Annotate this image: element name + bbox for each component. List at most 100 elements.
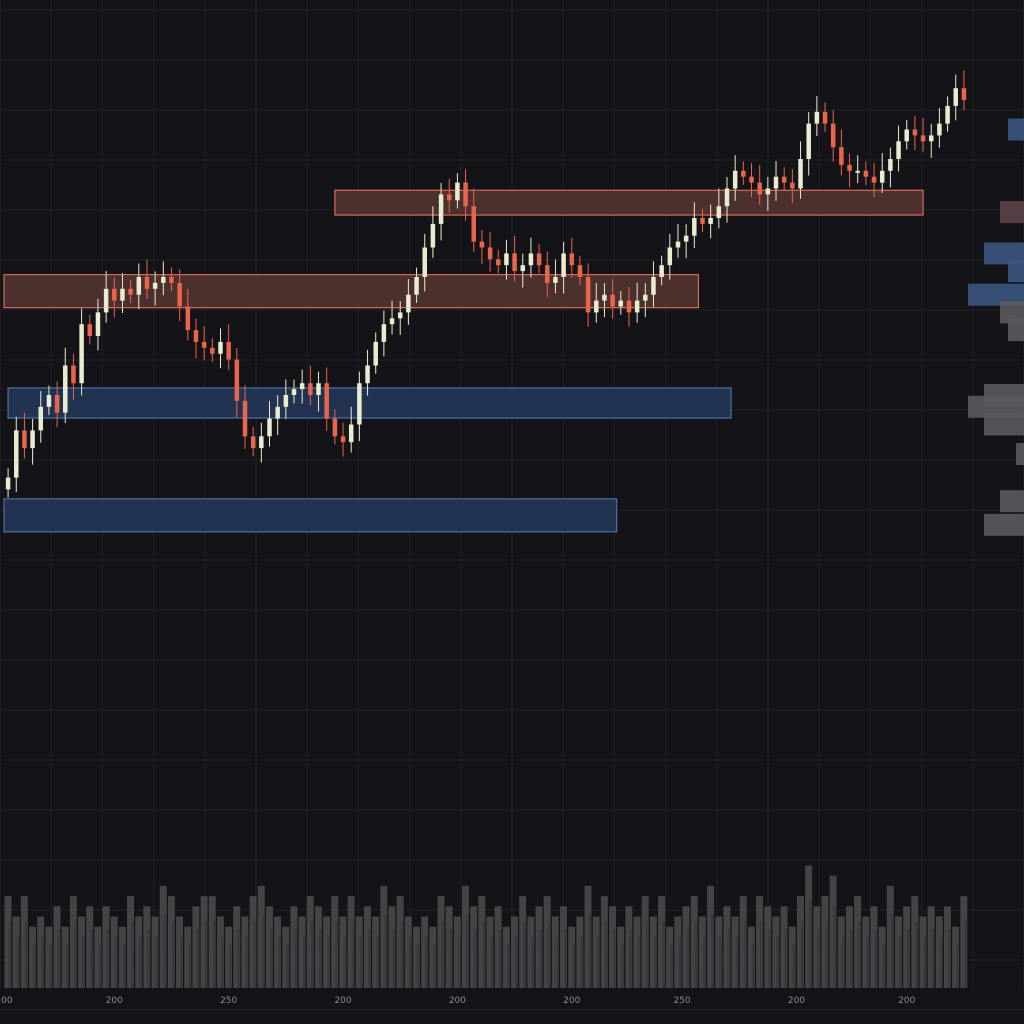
volume-bar: [739, 896, 747, 988]
volume-bar: [245, 936, 249, 988]
volume-bar: [931, 929, 935, 988]
candle-body: [471, 206, 476, 242]
candle: [675, 223, 681, 258]
volume-bar: [461, 885, 469, 988]
volume-bar: [747, 926, 755, 988]
volume-bar: [82, 936, 85, 988]
candle: [120, 273, 125, 313]
volume-bar: [956, 943, 960, 988]
volume-bar: [555, 936, 559, 988]
volume-bar: [253, 921, 257, 988]
volume-bar: [265, 906, 273, 988]
candle-body: [308, 383, 313, 395]
candle: [667, 233, 673, 280]
volume-bar: [702, 936, 706, 988]
x-tick-label: 200: [106, 996, 123, 1006]
volume-bar: [894, 916, 902, 988]
candle: [937, 107, 942, 148]
candle: [242, 385, 248, 449]
candle: [781, 167, 787, 191]
volume-bar: [12, 916, 20, 988]
volume-bar: [633, 916, 641, 988]
candle-body: [120, 288, 125, 301]
volume-bar: [412, 926, 420, 988]
volume-bar: [323, 916, 331, 988]
resistance-zone: [3, 274, 700, 309]
candle: [928, 123, 934, 158]
candle: [332, 409, 338, 445]
volume-bar: [143, 906, 151, 988]
candle-body: [414, 277, 419, 295]
candle-body: [161, 277, 166, 283]
candle: [259, 422, 264, 463]
volume-bar: [698, 916, 706, 988]
x-tick-label: 200: [449, 996, 466, 1006]
candle-body: [438, 194, 444, 224]
candle-body: [373, 341, 378, 366]
volume-bar: [302, 936, 306, 988]
volume-bar: [878, 926, 886, 988]
volume-bar: [760, 921, 763, 988]
candle-body: [945, 105, 950, 124]
candle-body: [152, 282, 158, 289]
candle: [30, 418, 35, 465]
candle: [365, 349, 370, 396]
volume-bar: [625, 906, 633, 988]
candle: [806, 112, 811, 176]
candle-body: [953, 88, 958, 106]
volume-profile-bar: [968, 395, 1024, 418]
volume-bar: [53, 906, 61, 988]
volume-bar: [649, 916, 657, 988]
volume-bar: [903, 906, 911, 988]
candle-body: [479, 241, 485, 248]
volume-bar: [102, 906, 110, 988]
candle-body: [348, 424, 354, 443]
candle-body: [463, 182, 468, 207]
volume-bar: [229, 943, 232, 988]
candle: [283, 379, 289, 420]
x-tick-label: 200: [563, 996, 580, 1006]
candle-body: [455, 182, 460, 201]
candle-body: [863, 170, 869, 177]
volume-bar: [429, 926, 437, 988]
candle: [152, 271, 158, 306]
x-tick-label: 200: [0, 996, 13, 1006]
volume-bar: [4, 896, 12, 988]
candle: [594, 282, 599, 323]
candle: [95, 298, 101, 351]
candle-body: [324, 383, 329, 419]
volume-bar: [216, 916, 224, 988]
candle: [634, 282, 640, 323]
volume-bar: [837, 916, 845, 988]
volume-bar: [188, 943, 192, 988]
candle-body: [765, 188, 771, 195]
volume-bar: [257, 885, 265, 988]
candle: [528, 237, 534, 278]
candle: [446, 178, 452, 213]
candle: [14, 416, 19, 493]
x-tick-label: 250: [673, 996, 690, 1006]
candle: [765, 176, 771, 211]
candle-body: [855, 170, 860, 173]
volume-bar: [584, 885, 592, 988]
volume-bar: [952, 926, 960, 988]
candle: [643, 283, 648, 318]
candle: [683, 224, 689, 259]
candle-body: [659, 265, 664, 277]
volume-bar: [751, 943, 755, 988]
candle: [218, 328, 223, 369]
volume-profile-bar: [1008, 260, 1024, 283]
volume-bar: [629, 929, 633, 988]
volume-bar: [490, 936, 494, 988]
candle: [487, 231, 493, 272]
candle: [87, 314, 93, 345]
volume-bar: [502, 926, 510, 988]
volume-bar: [16, 936, 20, 988]
volume-bar: [400, 921, 404, 988]
volume-bar: [176, 916, 184, 988]
volume-profile-bar: [1000, 490, 1024, 513]
candle: [545, 251, 550, 298]
candle: [210, 338, 215, 362]
candle-body: [267, 418, 272, 437]
